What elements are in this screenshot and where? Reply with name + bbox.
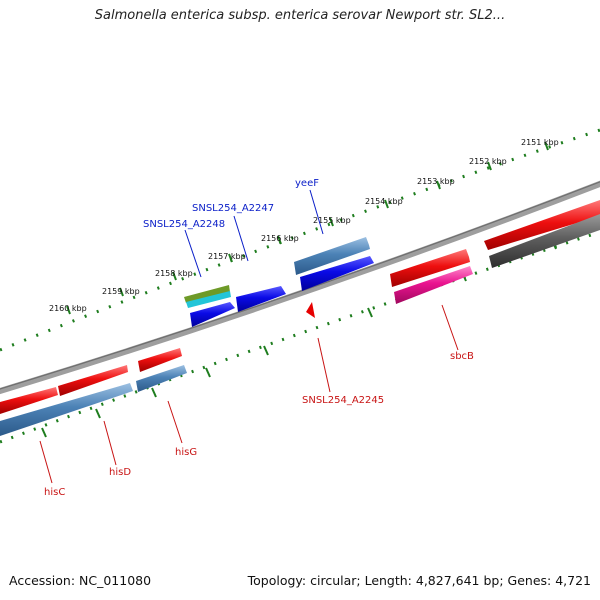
gene-SNSL254_A2248-stripe[interactable] (186, 291, 231, 308)
leader-lines (39, 189, 459, 484)
gene-hisD-upper[interactable] (58, 365, 128, 396)
kbp-label-2159: 2159 kbp (102, 287, 140, 296)
kbp-label-2155: 2155 kbp (313, 216, 351, 225)
gene-sbcB-upper[interactable] (390, 249, 470, 287)
gene-sbcB[interactable] (394, 266, 473, 304)
gene-SNSL254_A2248[interactable] (184, 285, 230, 303)
gene-yeeF[interactable] (294, 237, 370, 275)
kbp-label-2160: 2160 kbp (49, 304, 87, 313)
label-SNSL254_A2245[interactable]: SNSL254_A2245 (302, 395, 384, 406)
gene-labels: yeeF SNSL254_A2247 SNSL254_A2248 SNSL254… (44, 178, 474, 498)
accession-text: Accession: NC_011080 (9, 573, 152, 588)
gene-yeeF-dark[interactable] (300, 256, 374, 291)
kbp-label-2153: 2153 kbp (417, 177, 455, 186)
gene-track-reverse[interactable] (0, 214, 600, 436)
gene-SNSL254_A2245[interactable] (306, 302, 315, 318)
label-sbcB[interactable]: sbcB (450, 351, 474, 362)
gene-hisG-upper[interactable] (138, 348, 182, 372)
label-SNSL254_A2248[interactable]: SNSL254_A2248 (143, 219, 225, 230)
kbp-label-2151: 2151 kbp (521, 138, 559, 147)
gene-right-lower-gray[interactable] (489, 214, 600, 268)
label-hisG[interactable]: hisG (175, 447, 197, 458)
gene-hisC-upper[interactable] (0, 387, 58, 414)
gene-SNSL254_A2248-left[interactable] (190, 302, 235, 327)
kbp-label-2157: 2157 kbp (208, 252, 246, 261)
kbp-labels: 2151 kbp 2152 kbp 2153 kbp 2154 kbp 2155… (49, 138, 559, 313)
label-hisD[interactable]: hisD (109, 467, 131, 478)
kbp-label-2154: 2154 kbp (365, 197, 403, 206)
gene-hisG[interactable] (136, 365, 187, 392)
gene-SNSL254_A2247[interactable] (236, 286, 286, 312)
gene-right-upper-red[interactable] (484, 200, 600, 250)
backbone (0, 180, 600, 395)
organism-title: Salmonella enterica subsp. enterica sero… (94, 8, 506, 23)
kbp-label-2152: 2152 kbp (469, 157, 507, 166)
gene-track-forward[interactable] (0, 200, 600, 414)
kbp-ruler-upper (0, 128, 600, 352)
label-hisC[interactable]: hisC (44, 487, 65, 498)
label-yeeF[interactable]: yeeF (295, 178, 319, 189)
genome-stats-text: Topology: circular; Length: 4,827,641 bp… (247, 573, 591, 588)
kbp-label-2156: 2156 kbp (261, 234, 299, 243)
kbp-label-2158: 2158 kbp (155, 269, 193, 278)
label-SNSL254_A2247[interactable]: SNSL254_A2247 (192, 203, 274, 214)
gene-hisD[interactable] (0, 383, 133, 436)
